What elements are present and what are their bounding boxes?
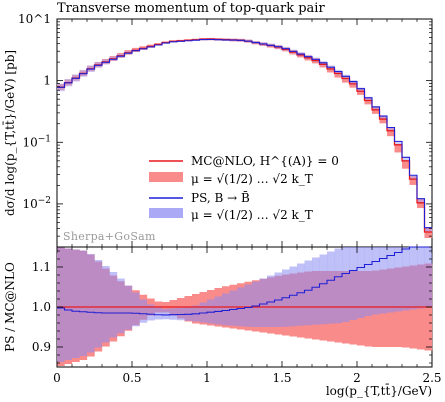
ps-scale-band-bin [409, 175, 418, 180]
ratio-ps-band-bin [342, 247, 350, 322]
ratio-ps-band-bin [304, 260, 313, 326]
x-tick-label: 1.5 [272, 371, 291, 385]
ps-scale-band-bin [379, 115, 388, 120]
ratio-ps-band-bin [117, 278, 125, 334]
mcnlo-scale-band-bin [387, 127, 395, 137]
axis-ticks: 0 0.5 1 1.5 2 2.5 10−2 10−1 1 10^1 0.9 1.0 1.1 [18, 12, 442, 385]
legend-label-ps-band: μ = √(1/2) … √2 k_T [191, 208, 313, 222]
ratio-y-axis-label: PS / MC@NLO [3, 262, 17, 352]
ratio-ps-band-bin [87, 254, 95, 353]
y-tick-label: 1 [43, 74, 51, 88]
ratio-ps-band-bin [402, 247, 410, 311]
ratio-ps-band-bin [222, 293, 230, 326]
chart-title: Transverse momentum of top-quark pair [57, 1, 325, 16]
ratio-ps-band-bin [372, 247, 380, 315]
ps-scale-band-bin [372, 106, 380, 111]
ratio-ps-band-bin [289, 266, 298, 327]
mcnlo-scale-band-bin [402, 160, 410, 169]
mcnlo-scale-band-bin [409, 176, 418, 185]
watermark: Sherpa+GoSam [63, 230, 156, 243]
ratio-ps-band-bin [387, 247, 395, 313]
legend-label-mcnlo: MC@NLO, H^{(A)} = 0 [191, 154, 339, 168]
ratio-ps-band-bin [132, 292, 140, 327]
ratio-ps-band-bin [349, 247, 358, 320]
ratio-ps-band-bin [229, 290, 238, 326]
ratio-ps-band-bin [424, 247, 433, 308]
ratio-ps-band-bin [102, 266, 110, 343]
legend-label-ps: PS, B → B̄ [191, 190, 250, 205]
ratio-ps-band-bin [72, 249, 80, 358]
ps-scale-band-bin [342, 74, 350, 80]
ratio-tick-label: 1.1 [32, 260, 51, 274]
ratio-ps-band-bin [154, 307, 163, 320]
ratio-ps-band-bin [162, 308, 170, 320]
ratio-ps-band-bin [327, 251, 335, 324]
y-axis-label: dσ/d log(p_{T,tt̄}/GeV) [pb] [1, 50, 17, 216]
x-tick-label: 2.5 [422, 371, 441, 385]
ratio-tick-label: 0.9 [32, 340, 51, 354]
ratio-ps-band-bin [312, 257, 320, 325]
ratio-ps-band-bin [109, 272, 118, 338]
legend-swatch-ps-band [149, 208, 183, 218]
ratio-ps-band-bin [319, 254, 328, 325]
ratio-ps-band-bin [357, 247, 365, 318]
ratio-ps-band-bin [267, 275, 275, 327]
y-tick-label: 10−2 [22, 196, 51, 211]
ps-series-line [57, 38, 432, 229]
ratio-tick-label: 1.0 [32, 300, 51, 314]
ratio-ps-band-bin [379, 247, 388, 314]
ps-scale-band-bin [402, 157, 410, 162]
ps-scale-band-bin [364, 96, 373, 102]
ratio-ps-band-bin [147, 304, 155, 321]
ratio-ps-band-bin [79, 250, 88, 356]
ps-scale-band-bin [394, 141, 403, 146]
legend: MC@NLO, H^{(A)} = 0 μ = √(1/2) … √2 k_T … [149, 154, 339, 222]
ratio-lines [57, 246, 432, 316]
ratio-ps-band-bin [57, 247, 65, 362]
ratio-ps-band-bin [252, 281, 260, 327]
ratio-ps-band-bin [297, 263, 305, 326]
mcnlo-scale-band-bin [394, 144, 403, 153]
ratio-ps-band-bin [417, 247, 425, 309]
ratio-ps-band-bin [169, 308, 178, 320]
ratio-ps-band-bin [364, 247, 373, 316]
legend-swatch-mcnlo-band [149, 172, 183, 182]
ratio-ps-band-bin [259, 278, 268, 327]
ratio-ps-band-bin [244, 284, 253, 327]
ratio-ps-band-bin [207, 299, 215, 324]
main-lines [57, 38, 432, 233]
ratio-mcnlo-band-bin [169, 300, 178, 316]
ps-scale-band-bin [334, 69, 343, 75]
x-tick-label: 1 [203, 371, 211, 385]
ratio-ps-band-bin [334, 248, 343, 324]
ps-scale-band-bin [349, 80, 358, 85]
ratio-ps-band-bin [214, 296, 223, 325]
ps-scale-band-bin [417, 199, 425, 203]
ratio-ps-band-bin [94, 260, 103, 348]
x-axis-label: log(p_{T,tt̄}/GeV) [326, 382, 432, 398]
ratio-ps-band-bin [409, 247, 418, 310]
x-tick-label: 0.5 [122, 371, 141, 385]
x-tick-label: 2 [353, 371, 361, 385]
ps-scale-band-bin [327, 65, 335, 71]
ratio-ps-band-bin [139, 299, 148, 323]
legend-label-mcnlo-band: μ = √(1/2) … √2 k_T [191, 172, 313, 186]
ratio-ps-line [57, 246, 432, 316]
ps-scale-band-bin [387, 127, 395, 132]
ratio-ps-band-bin [64, 248, 73, 360]
ps-scale-band-bin [357, 87, 365, 92]
y-tick-label: 10−1 [22, 134, 51, 149]
ps-scale-band-bin [424, 228, 433, 233]
y-tick-label: 10^1 [18, 12, 51, 26]
ratio-ps-band-bin [394, 247, 403, 312]
x-tick-label: 0 [53, 371, 61, 385]
